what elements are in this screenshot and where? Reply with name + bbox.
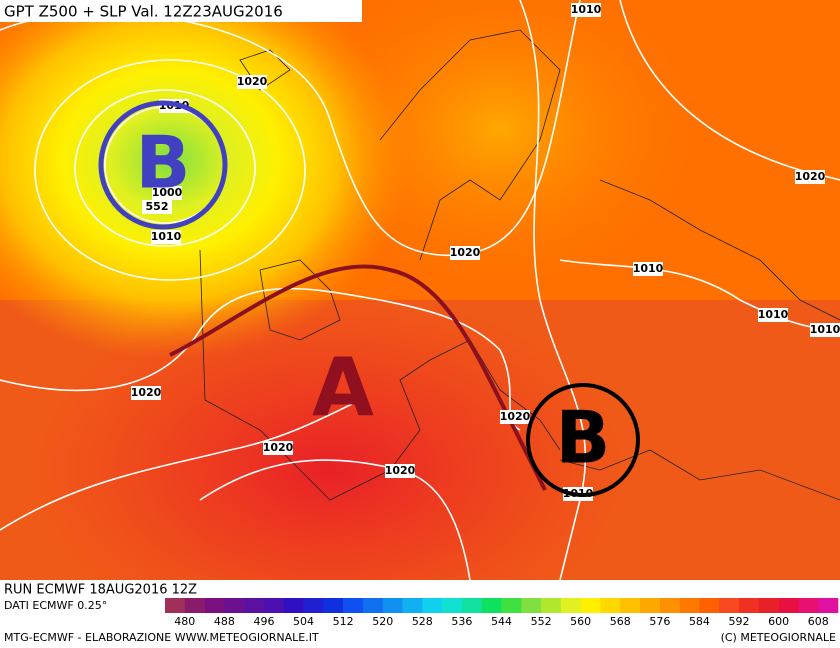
low-center: B [136,121,191,205]
scale-label: 592 [729,615,750,628]
label-bg [151,230,181,244]
isobar-label: 1010 [633,262,664,275]
title: GPT Z500 + SLP Val. 12Z23AUG2016 [4,3,283,21]
scale-box [580,598,601,613]
label-bg [795,170,825,184]
scale-box [620,598,641,613]
scale-box [818,598,839,613]
isobar-label: 1010 [810,323,840,336]
scale-label: 504 [293,615,314,628]
scale-box [382,598,403,613]
isobar-label: 1020 [237,75,268,88]
label-bg [142,200,172,214]
isobar-label: 1000 [152,186,183,199]
scale-box [184,598,205,613]
scale-box [263,598,285,613]
low-center: B [556,396,611,480]
scale-box [244,598,265,613]
ridge [300,0,700,290]
scale-box [719,598,740,613]
hot-area [30,290,630,648]
scale-box [679,598,700,613]
label-bg [571,3,601,17]
isobar-label: 1020 [263,441,294,454]
scale-box [362,598,384,613]
scale-box [303,598,324,613]
run-info: RUN ECMWF 18AUG2016 12Z [4,583,197,598]
low-ring [98,100,228,230]
scale-box [560,598,581,613]
label-bg [131,386,161,400]
scale-box [541,598,562,613]
scale-label: 576 [649,615,670,628]
scale-box [323,598,344,613]
isobar-label: 1020 [795,170,826,183]
scale-box [402,598,423,613]
scale-box [778,598,799,613]
scale-label: 568 [610,615,631,628]
label-bg [758,308,788,322]
scale-box [442,598,463,613]
label-bg [385,464,415,478]
scale-box [739,598,760,613]
scale-box [659,598,680,613]
footer-bg [0,580,840,648]
low-ring [526,383,640,497]
copyright: (C) METEOGIORNALE [721,631,836,644]
scale-label: 600 [768,615,789,628]
scale-box [699,598,720,613]
label-bg [152,186,182,200]
scale-label: 608 [808,615,829,628]
scale-label: 584 [689,615,710,628]
scale-label: 544 [491,615,512,628]
label-bg [810,323,840,337]
scale-label: 480 [174,615,195,628]
label-bg [237,75,267,89]
isobar-label: 1020 [385,464,416,477]
isobar-label: 1020 [131,386,162,399]
scale-box [481,598,502,613]
scale-label: 520 [372,615,393,628]
scale-label: 552 [531,615,552,628]
scale-label: 528 [412,615,433,628]
footer: RUN ECMWF 18AUG2016 12Z DATI ECMWF 0.25°… [0,580,840,648]
scale-box [165,598,186,613]
scale-box [501,598,522,613]
scale-box [640,598,661,613]
label-bg [263,441,293,455]
isobar-label: 1010 [571,3,602,16]
label-bg [500,410,530,424]
scale-box [224,598,245,613]
scale-box [461,598,483,613]
isobar-label: 1020 [500,410,531,423]
scale-box [422,598,443,613]
high-center: A [312,341,374,434]
label-bg [633,262,663,276]
scale-box [204,598,225,613]
coastlines [199,29,840,501]
isobar-label: 1010 [151,230,182,243]
low-area [0,0,410,360]
source: DATI ECMWF 0.25° [4,599,107,612]
scale-box [283,598,304,613]
scale-box [343,598,364,613]
scale-label: 512 [333,615,354,628]
scale-label: 488 [214,615,235,628]
scale-box [521,598,542,613]
scale-label: 536 [451,615,472,628]
isobar-label: 552 [146,200,169,213]
scale-box [758,598,779,613]
scale-label: 496 [253,615,274,628]
isobar-label: 1020 [450,246,481,259]
scale-label: 560 [570,615,591,628]
title-box [0,0,362,22]
label-bg [450,246,480,260]
credit: MTG-ECMWF - ELABORAZIONE WWW.METEOGIORNA… [4,631,319,644]
ridge-axis [169,264,547,491]
isobar-label: 1010 [758,308,789,321]
scale-box [798,598,819,613]
scale-box [600,598,621,613]
